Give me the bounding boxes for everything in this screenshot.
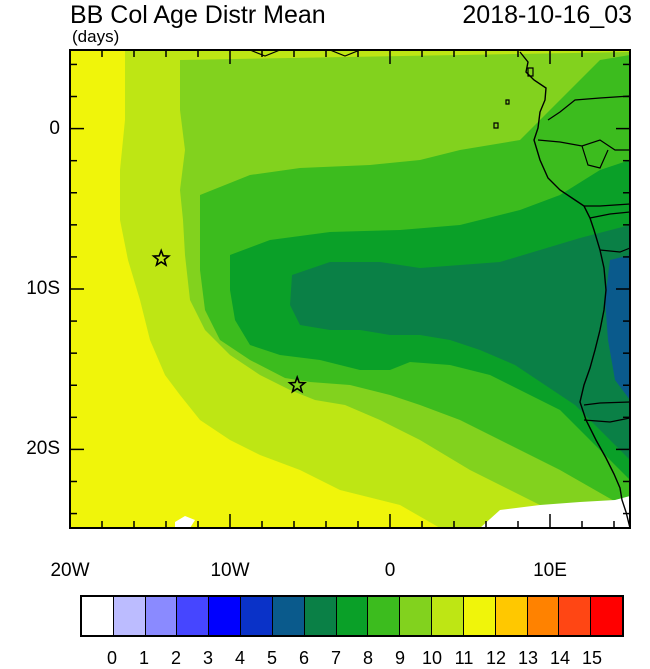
colorbar-swatch <box>559 597 592 635</box>
lon-label-0: 0 <box>384 560 396 581</box>
lon-label-10e: 10E <box>533 560 567 581</box>
field-c6 <box>605 255 630 400</box>
colorbar-swatch <box>241 597 273 635</box>
colorbar-label: 0 <box>106 648 118 668</box>
colorbar-swatch <box>336 597 369 635</box>
star-1-icon <box>151 248 171 267</box>
island-1 <box>527 67 534 77</box>
lat-label-0: 0 <box>49 117 60 139</box>
colorbar-swatch <box>591 597 623 635</box>
colorbar-swatch <box>527 597 560 635</box>
land-white-south <box>175 516 195 528</box>
field-layer <box>70 50 630 528</box>
colorbar-label: 15 <box>581 648 603 668</box>
colorbar <box>80 595 624 637</box>
colorbar-label: 7 <box>330 648 342 668</box>
colorbar-label: 14 <box>549 648 571 668</box>
colorbar-swatch <box>304 597 337 635</box>
lon-label-20w: 20W <box>50 560 90 581</box>
colorbar-swatch <box>463 597 496 635</box>
colorbar-swatch <box>82 597 114 635</box>
field-c7 <box>290 225 630 460</box>
colorbar-swatch <box>400 597 433 635</box>
colorbar-swatch <box>177 597 210 635</box>
colorbar-label: 11 <box>454 648 474 668</box>
map-title: BB Col Age Distr Mean <box>70 1 326 29</box>
colorbar-label: 2 <box>170 648 182 668</box>
lat-label-10s: 10S <box>26 278 60 299</box>
units-label: (days) <box>72 27 120 46</box>
colorbar-label: 5 <box>266 648 278 668</box>
colorbar-swatch <box>145 597 178 635</box>
axis-ticks <box>69 50 630 528</box>
country-borders <box>249 50 630 423</box>
colorbar-label: 10 <box>421 648 443 668</box>
datetime-label: 2018-10-16_03 <box>462 1 632 29</box>
colorbar-swatch <box>368 597 401 635</box>
colorbar-swatch <box>495 597 528 635</box>
colorbar-label: 12 <box>485 648 507 668</box>
colorbar-swatch <box>432 597 464 635</box>
colorbar-label: 3 <box>202 648 214 668</box>
land-white <box>480 496 630 528</box>
star-2-icon <box>287 374 307 394</box>
colorbar-label: 13 <box>517 648 539 668</box>
colorbar-swatch <box>272 597 305 635</box>
lon-label-10w: 10W <box>210 560 250 581</box>
markers-layer <box>151 248 307 394</box>
colorbar-label: 8 <box>362 648 374 668</box>
colorbar-label: 4 <box>234 648 246 668</box>
colorbar-swatch <box>209 597 242 635</box>
colorbar-label: 1 <box>138 648 150 668</box>
colorbar-swatch <box>113 597 146 635</box>
colorbar-label: 6 <box>298 648 310 668</box>
colorbar-label: 9 <box>394 648 406 668</box>
island-2 <box>493 122 499 129</box>
island-3 <box>505 99 510 105</box>
lat-label-20s: 20S <box>26 438 60 460</box>
